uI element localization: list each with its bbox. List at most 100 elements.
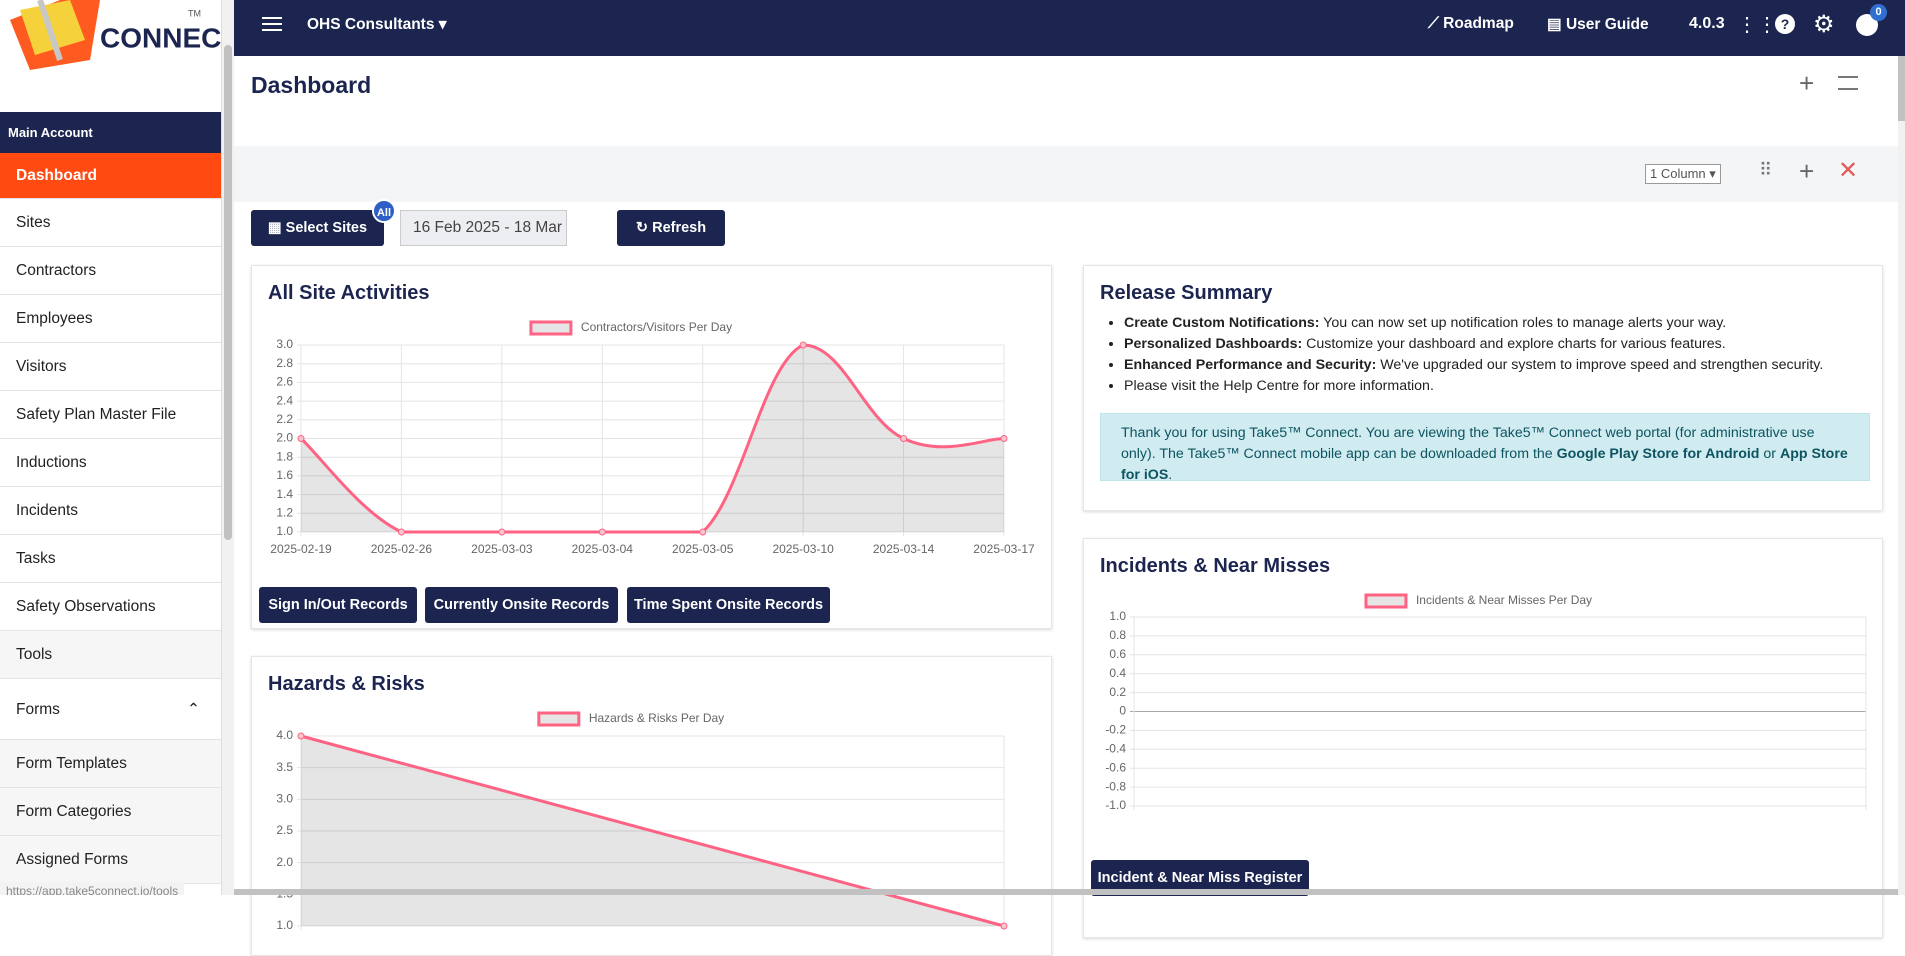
release-bold: Create Custom Notifications: [1124, 315, 1320, 331]
point [799, 341, 807, 349]
legend-label: Incidents & Near Misses Per Day [1416, 593, 1592, 607]
y-tick-label: -0.6 [1105, 760, 1126, 774]
release-text: You can now set up notification roles to… [1319, 315, 1727, 331]
card-title: All Site Activities [268, 282, 430, 304]
y-tick-label: 2.4 [276, 393, 293, 407]
nav-item[interactable]: Visitors [0, 343, 221, 391]
nav-item[interactable]: Incidents [0, 487, 221, 535]
nav-item[interactable]: Assigned Forms [0, 836, 221, 884]
nav-item[interactable]: Sites [0, 199, 221, 247]
y-tick-label: 2.6 [276, 375, 293, 389]
nav-item[interactable]: Safety Observations [0, 583, 221, 631]
y-tick-label: 1.8 [276, 449, 293, 463]
y-tick-label: 3.5 [276, 760, 293, 774]
nav-item[interactable]: Safety Plan Master File [0, 391, 221, 439]
nav-item[interactable]: Inductions [0, 439, 221, 487]
link: Roadmap [1443, 15, 1514, 32]
sidebar-scrollbar [222, 0, 234, 895]
y-tick-label: 0.6 [1109, 647, 1126, 661]
org-name: OHS Consultants [307, 16, 435, 33]
legend-label: Hazards & Risks Per Day [589, 711, 724, 725]
point [397, 528, 405, 536]
y-tick-label: 1.6 [276, 468, 293, 482]
nav-item[interactable]: Tasks [0, 535, 221, 583]
release-text: Customize your dashboard and explore cha… [1302, 336, 1726, 352]
add-icon[interactable]: + [1799, 68, 1815, 98]
y-tick-label: 0 [1119, 704, 1126, 718]
y-tick-label: 4.0 [276, 728, 293, 742]
date-range[interactable]: 16 Feb 2025 - 18 Mar 2025 [400, 210, 567, 246]
activities-card: All Site Activities 1.0 1.2 1.4 1.6 1.8 2.0 2.… [251, 265, 1052, 629]
account-icon[interactable] [1856, 14, 1878, 36]
help-icon[interactable]: ? [1775, 14, 1795, 34]
page-title: Dashboard [251, 72, 372, 98]
chevron: ⌃ [187, 701, 200, 718]
x-tick-label: 2025-02-19 [270, 542, 332, 556]
release-text: We've upgraded our system to improve spe… [1376, 357, 1824, 373]
x-tick-label: 2025-03-17 [973, 542, 1035, 556]
refresh[interactable]: ↻ Refresh [617, 210, 725, 246]
y-tick-label: 2.2 [276, 412, 293, 426]
chart: 1.0 1.2 1.4 1.6 1.8 2.0 2.2 2.4 2.6 2.8 3.0 2025-02… [270, 320, 1035, 556]
close-icon[interactable]: ✕ [1838, 157, 1859, 184]
point [900, 435, 908, 442]
x-tick-label: 2025-03-05 [672, 542, 734, 556]
status-url: https://app.take5connect.io/tools [0, 882, 185, 895]
x-tick-label: 2025-03-03 [471, 542, 533, 556]
nav-item[interactable]: Tools [0, 631, 221, 679]
point [598, 528, 606, 536]
link: User Guide [1565, 16, 1649, 33]
page: Dashboard {"header":{"org":"OHS Consulta… [0, 0, 1905, 895]
point [297, 732, 305, 740]
filter-icon[interactable] [1838, 76, 1858, 90]
y-tick-label: -1.0 [1105, 798, 1126, 812]
point [699, 528, 707, 536]
info-text: . [1168, 467, 1173, 483]
toolbar: 1 Column ▾ ⠿ + ✕ [234, 146, 1898, 202]
point [498, 528, 506, 536]
nav-item[interactable]: Employees [0, 295, 221, 343]
apps-icon[interactable]: ⋮⋮ [1737, 14, 1777, 36]
roadmap-link[interactable]: ⟋ Roadmap [1428, 15, 1514, 32]
x-tick-label: 2025-03-14 [873, 542, 935, 556]
y-tick-label: 2.8 [276, 356, 293, 370]
record-button[interactable]: Currently Onsite Records [425, 587, 618, 623]
info-bold: Google Play Store for Android [1556, 446, 1760, 462]
release-text: Please visit the Help Centre for more in… [1124, 378, 1434, 394]
release-item: Create Custom Notifications: You can now… [1124, 313, 1856, 334]
record-button[interactable]: Time Spent Onsite Records [627, 587, 830, 623]
y-tick-label: 3.0 [276, 792, 293, 806]
point [1000, 435, 1008, 442]
select-sites[interactable]: ▦ Select Sites [251, 210, 384, 246]
nav-item[interactable]: Form Categories [0, 788, 221, 836]
info-box: Thank you for using Take5™ Connect. You … [1100, 413, 1870, 483]
nav-item[interactable]: Form Templates [0, 740, 221, 788]
add-icon[interactable]: + [1799, 156, 1815, 186]
drag-icon[interactable]: ⠿ [1759, 160, 1773, 180]
chart: -1.0 -0.8 -0.6 -0.4 -0.2 0 0.2 0.4 0.6 0.8 1.0 Inci… [1105, 593, 1867, 812]
nav-item[interactable]: Dashboard [0, 153, 221, 199]
settings-icon[interactable]: ⚙ [1813, 11, 1835, 38]
record-button[interactable]: Sign In/Out Records [259, 587, 417, 623]
y-tick-label: 0.4 [1109, 666, 1126, 680]
legend-swatch [537, 711, 581, 727]
legend-swatch [529, 320, 573, 336]
release-bold: Personalized Dashboards: [1124, 336, 1303, 352]
h-scrollbar [234, 889, 1898, 895]
guide-link[interactable]: ▤ User Guide [1547, 16, 1649, 33]
nav-item[interactable]: Contractors [0, 247, 221, 295]
menu-button[interactable] [262, 17, 282, 31]
y-tick-label: 2.0 [276, 431, 293, 445]
column-select[interactable]: 1 Column ▾ [1645, 164, 1721, 184]
org-select[interactable]: OHS Consultants ▾ [307, 16, 447, 33]
btn-text: Select Sites [285, 220, 368, 236]
incidents-card: Incidents & Near Misses -1.0 -0.8 -0.6 -0.4… [1083, 538, 1883, 938]
nav-item[interactable]: Forms ⌃ [0, 679, 221, 740]
y-tick-label: 0.8 [1109, 628, 1126, 642]
logo-tm: TM [188, 8, 201, 18]
y-tick-label: 2.0 [276, 855, 293, 869]
release-item: Enhanced Performance and Security: We've… [1124, 355, 1856, 376]
